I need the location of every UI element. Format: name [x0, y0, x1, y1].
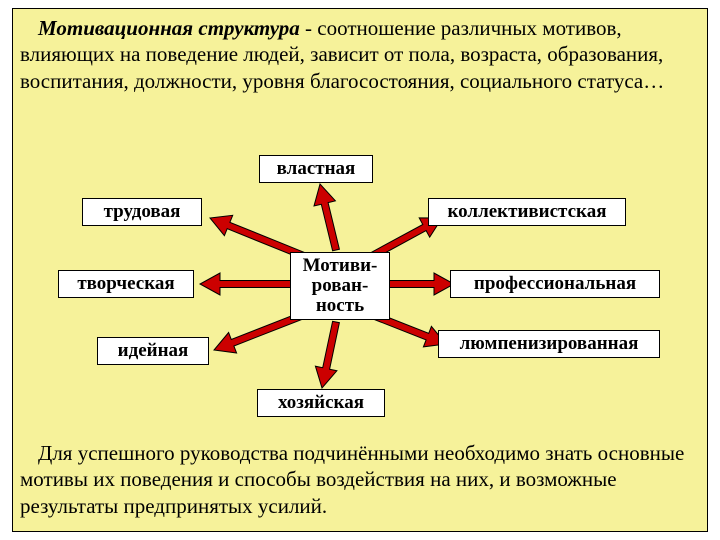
node-ideinaya: идейная [97, 337, 209, 365]
conclusion-paragraph: Для успешного руководства подчинёнными н… [20, 440, 700, 519]
conclusion-text: Для успешного руководства подчинёнными н… [20, 441, 684, 518]
term: Мотивационная структура [38, 16, 300, 40]
node-kollektivistskaya: коллективистская [428, 198, 626, 226]
definition-paragraph: Мотивационная структура - соотношение ра… [20, 15, 700, 94]
center-node: Мотиви­рован­ность [290, 252, 390, 320]
node-tvorcheskaya: творческая [58, 270, 194, 298]
node-professionalnaya: профессиональная [450, 270, 660, 298]
node-khozyaiskaya: хозяйская [257, 389, 385, 417]
node-vlastnaya: властная [259, 155, 373, 183]
node-trudovaya: трудовая [82, 198, 202, 226]
node-lyumpen: люмпенизированная [438, 330, 660, 358]
